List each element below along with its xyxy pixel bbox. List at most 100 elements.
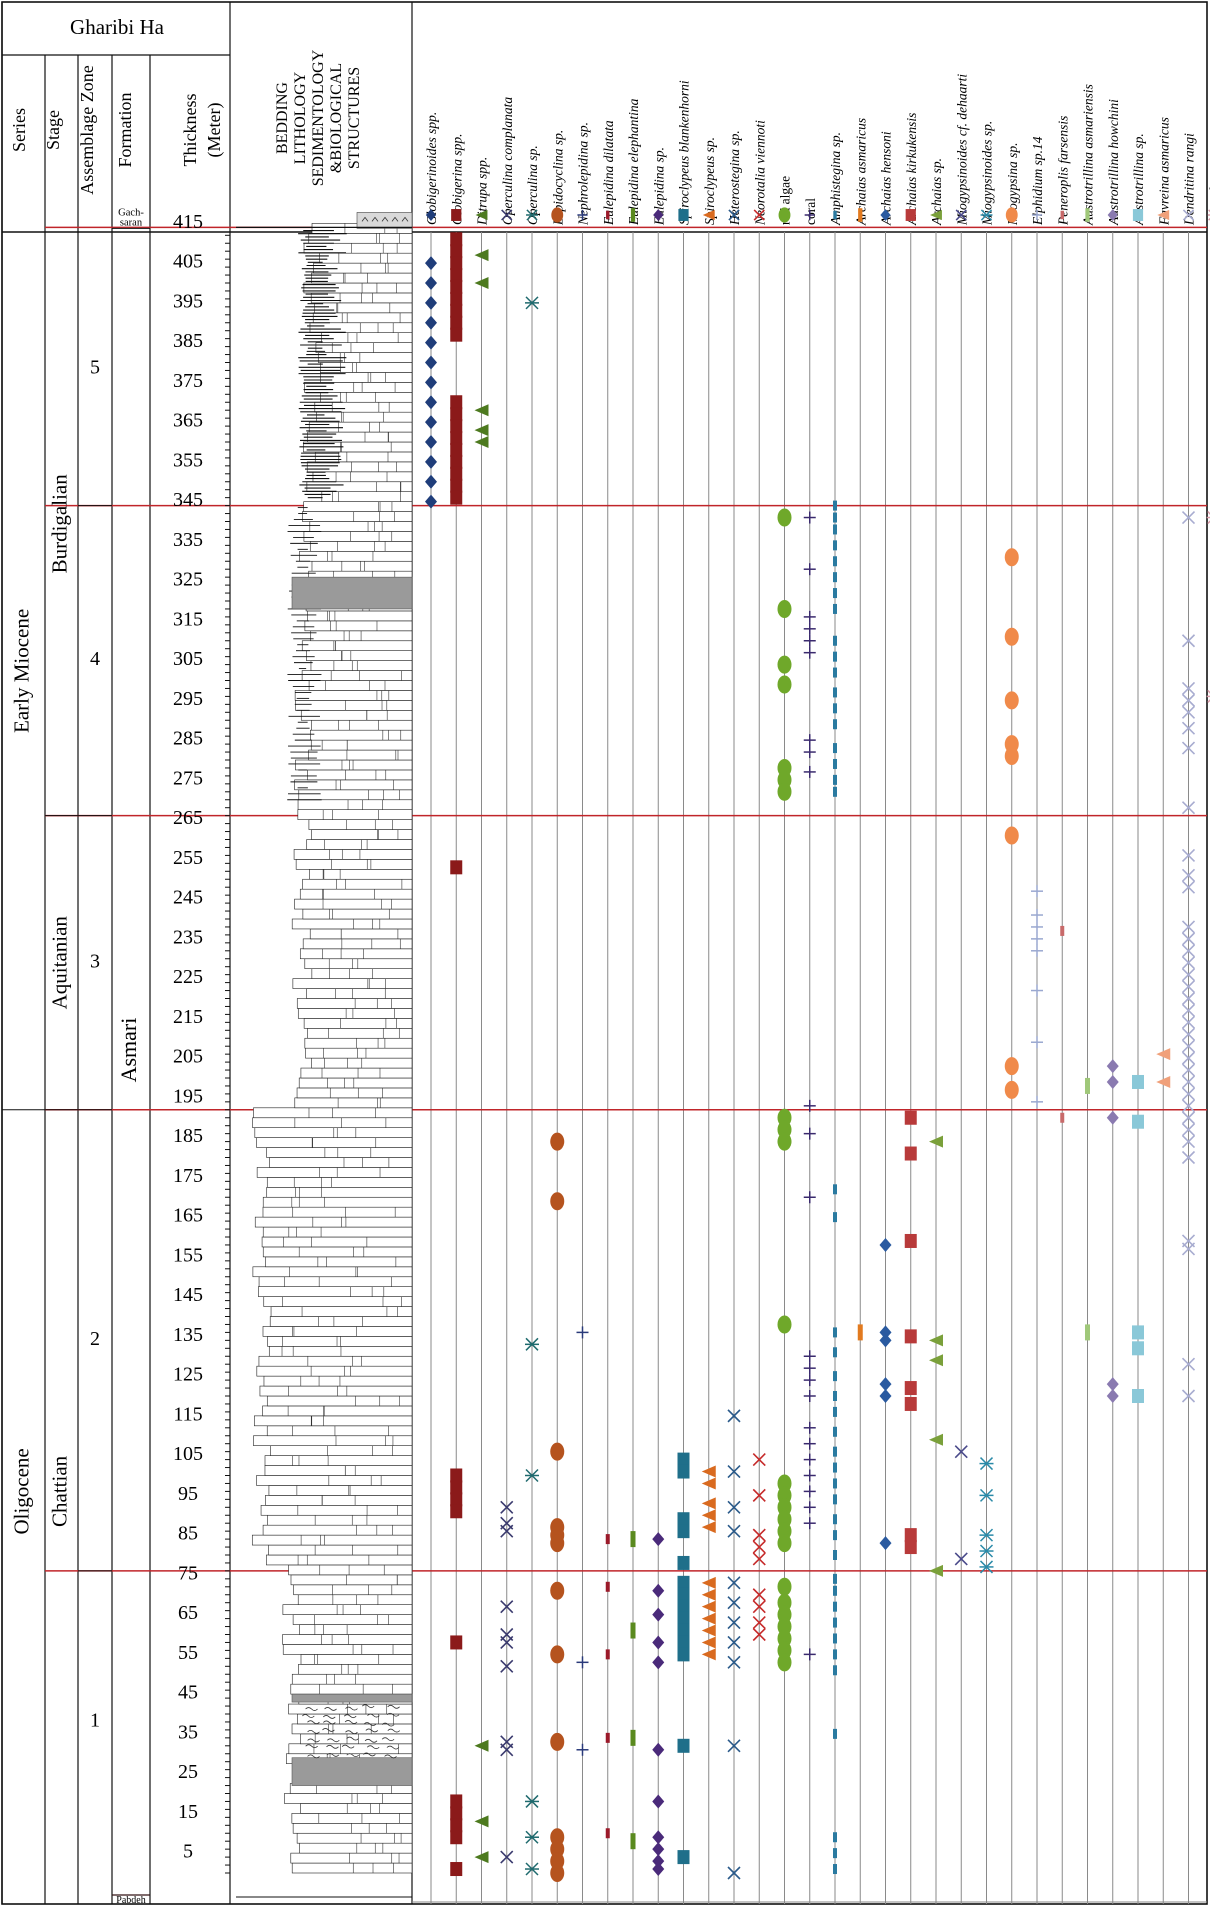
axis-tick-label: 415 [173, 211, 203, 233]
mark-stroke [728, 209, 740, 221]
occurrence-mark [550, 1534, 565, 1553]
occurrence-mark [450, 431, 463, 446]
mark-stroke [500, 1524, 514, 1538]
taxon-header: Archaias asmaricus [853, 118, 868, 226]
taxon-header: Nephrolepidina sp. [576, 122, 591, 226]
occurrence-mark [833, 1446, 837, 1457]
occurrence-mark [857, 1324, 863, 1341]
mark-stroke [752, 1616, 766, 1630]
lithology-bed [306, 988, 413, 999]
mark-stroke [954, 1445, 968, 1459]
occurrence-mark [777, 1534, 792, 1553]
mark-stroke [500, 1500, 514, 1514]
occurrence-mark [525, 1830, 539, 1844]
marl-symbol [305, 1744, 318, 1749]
occurrence-mark [652, 1794, 665, 1809]
taxon-legend-marker [804, 209, 815, 221]
occurrence-mark [500, 1850, 514, 1864]
occurrence-mark [525, 1337, 539, 1351]
marl-symbol [322, 1728, 335, 1732]
occurrence-mark [1181, 956, 1196, 970]
occurrence-mark [1004, 1057, 1019, 1076]
occurrence-mark [500, 1743, 514, 1757]
thickness-axis: 5 15 25 35 45 55 65 75 85 95 105 115 125 135 145 155 165… [173, 211, 230, 1874]
taxon-header: Dendritina rangi [1182, 133, 1197, 226]
occurrence-mark [904, 1381, 917, 1396]
occurrence-mark [904, 1233, 917, 1248]
occurrence-mark [803, 1350, 816, 1363]
occurrence-mark [879, 1389, 892, 1403]
lithology-bed [310, 729, 413, 741]
stage-label: Chattian [47, 1455, 71, 1527]
occurrence-mark [904, 1528, 917, 1543]
lithology-bed [270, 1306, 413, 1317]
mark-stroke [500, 1743, 514, 1757]
occurrence-mark [425, 454, 437, 469]
occurrence-mark [1031, 885, 1043, 898]
lithology-bed [266, 1395, 413, 1407]
occurrence-mark [450, 268, 463, 283]
occurrence-mark [701, 1477, 716, 1490]
occurrence-mark [525, 1794, 539, 1808]
grey-lithology-block [291, 1757, 413, 1786]
taxon-header: Operculina complanata [500, 97, 515, 225]
lithology-bed [295, 759, 413, 771]
occurrence-mark [450, 1504, 463, 1519]
occurrence-mark [1106, 1059, 1119, 1074]
occurrence-mark [833, 1426, 837, 1437]
mark-stroke [1182, 209, 1195, 221]
taxon-header: Amphistegina sp. [828, 132, 843, 226]
occurrence-mark [1181, 1150, 1196, 1165]
occurrence-mark [1106, 1377, 1119, 1392]
lithology-bed [258, 1286, 413, 1297]
occurrence-mark [1004, 1080, 1019, 1099]
lithology-bed [311, 829, 413, 840]
occurrence-mark [833, 1327, 837, 1338]
axis-tick-label: 155 [173, 1244, 203, 1266]
occurrence-mark [1031, 932, 1043, 945]
taxon-header: Neorotalia viennoti [752, 120, 767, 226]
lithology-bed [298, 1664, 413, 1675]
lithology-bed [308, 233, 413, 244]
occurrence-mark [803, 1191, 816, 1204]
lithology-bed [302, 511, 413, 522]
occurrence-mark [833, 667, 837, 678]
occurrence-mark [833, 1573, 837, 1584]
lithology-bed [293, 849, 413, 860]
marl-symbol [322, 1715, 336, 1719]
occurrence-mark [879, 1377, 892, 1392]
occurrence-mark [450, 291, 463, 306]
taxon-legend-marker [880, 209, 891, 221]
occurrence-mark [450, 1492, 463, 1507]
taxon-name: Spiroclypeus blankenhorni [677, 80, 692, 225]
lithology-bed [251, 1534, 413, 1546]
series-label: Oligocene [9, 1448, 33, 1534]
occurrence-mark [450, 407, 463, 422]
lithology-bed [258, 1276, 413, 1287]
occurrence-mark [833, 1462, 837, 1473]
axis-tick-label: 305 [173, 648, 203, 670]
occurrence-mark [450, 256, 463, 271]
lithology-bed [265, 1256, 413, 1268]
taxon-name: Amphistegina sp. [828, 132, 843, 226]
occurrence-mark [833, 1406, 837, 1417]
occurrence-mark [652, 1862, 665, 1877]
occurrence-mark [605, 1732, 610, 1743]
occurrence-mark [677, 1611, 690, 1626]
occurrence-mark [727, 1739, 741, 1753]
lithology-bed [311, 968, 413, 979]
taxon-name: Austrotrillina asmariensis [1081, 84, 1096, 226]
occurrence-mark [525, 1862, 539, 1876]
occurrence-mark [576, 1326, 589, 1339]
occurrence-mark [727, 1464, 741, 1479]
taxon-legend-marker [475, 209, 488, 221]
lithology-bed [297, 1594, 413, 1605]
lithology-bed [301, 640, 413, 651]
mark-stroke [500, 1600, 514, 1614]
occurrence-mark [1181, 880, 1196, 894]
mark-stroke [727, 1596, 741, 1610]
taxon-legend-marker [526, 209, 538, 221]
lithology-header-label: BEDDINGLITHOLOGYSEDIMENTOLOGY&BIOLOGICAL… [274, 49, 363, 186]
occurrence-mark [929, 1354, 943, 1367]
occurrence-mark [1181, 968, 1196, 982]
